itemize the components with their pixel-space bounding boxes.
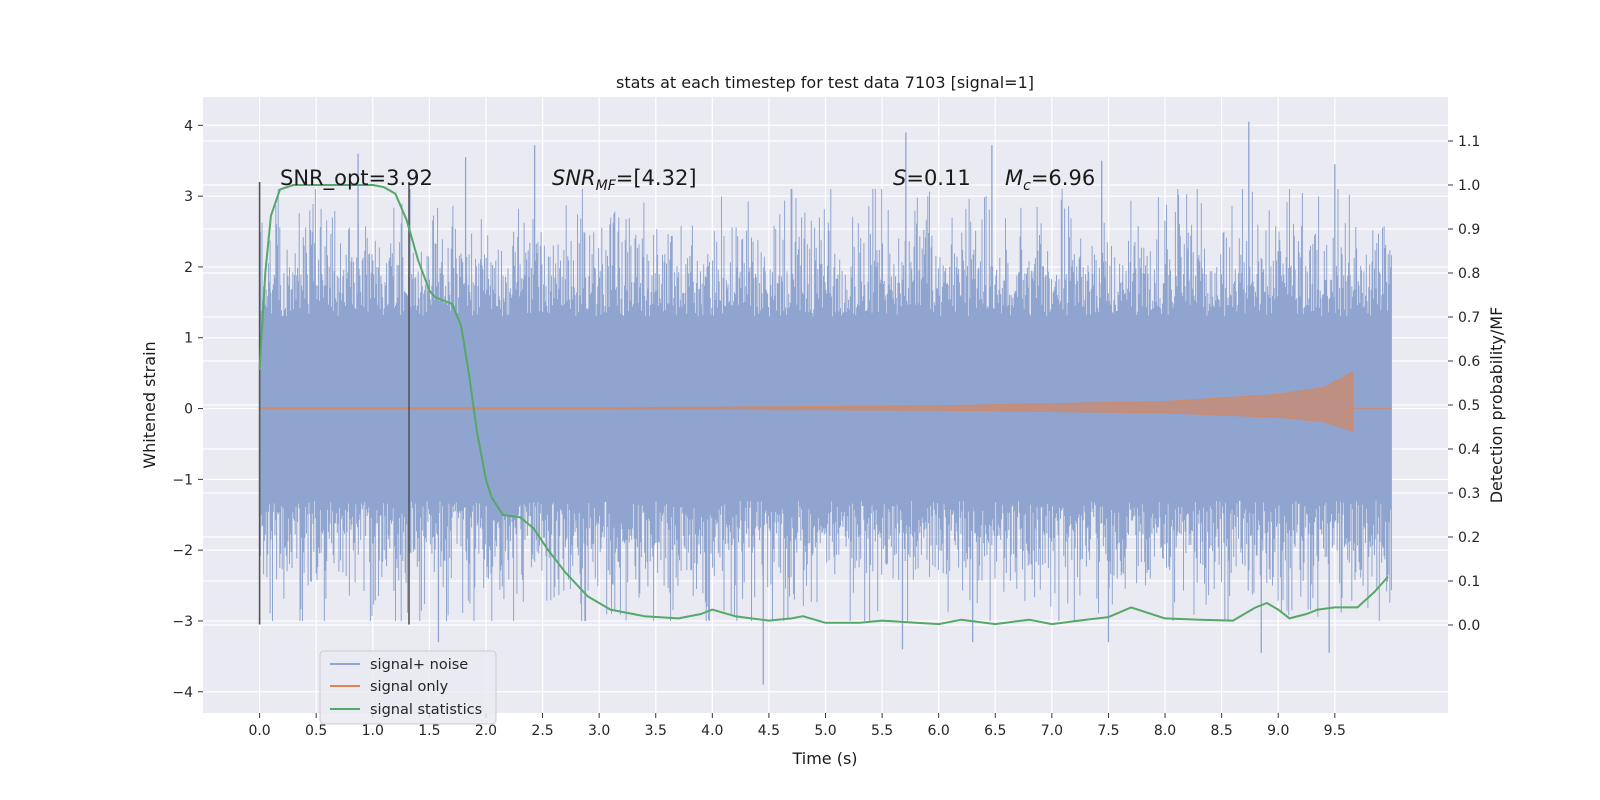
annotation-s: S=0.11	[893, 166, 971, 190]
x-tick-label: 0.0	[248, 723, 270, 739]
y-tick-label: 0	[184, 402, 193, 418]
x-tick-label: 3.0	[588, 723, 610, 739]
x-tick-label: 1.0	[362, 723, 384, 739]
x-tick-label: 1.5	[418, 723, 440, 739]
annotation-snr-mf: SNRMF=[4.32]	[552, 166, 697, 194]
y-ticks-right: 0.0 0.1 0.2 0.3 0.4 0.5 0.6 0.7 0.8 0.9 1.0 1.1	[1448, 134, 1480, 634]
x-tick-label: 0.5	[305, 723, 327, 739]
y-right-tick-label: 0.8	[1458, 266, 1480, 282]
chart-title: stats at each timestep for test data 710…	[616, 73, 1034, 92]
y-right-tick-label: 0.7	[1458, 310, 1480, 326]
y-right-tick-label: 0.1	[1458, 574, 1480, 590]
x-tick-label: 7.5	[1097, 723, 1119, 739]
x-tick-label: 9.0	[1267, 723, 1289, 739]
y-right-tick-label: 0.5	[1458, 398, 1480, 414]
y-right-tick-label: 0.6	[1458, 354, 1480, 370]
x-tick-label: 8.5	[1211, 723, 1233, 739]
x-tick-label: 9.5	[1324, 723, 1346, 739]
y-tick-label: 2	[184, 260, 193, 276]
x-ticks: 0.0 0.5 1.0 1.5 2.0 2.5 3.0 3.5 4.0 4.5 5.0 5.5 6.0 6…	[248, 713, 1346, 739]
y-axis-right-label: Detection probability/MF	[1487, 307, 1506, 504]
signal-series	[259, 370, 1392, 433]
y-ticks: −4 −3 −2 −1 0 1 2 3 4	[172, 118, 203, 701]
legend-box	[319, 650, 497, 725]
legend-label-stats: signal statistics	[370, 702, 482, 718]
legend-label-noise: signal+ noise	[370, 657, 468, 673]
stats-line	[258, 184, 1389, 626]
x-tick-label: 3.5	[645, 723, 667, 739]
x-axis-label: Time (s)	[791, 749, 857, 768]
x-tick-label: 8.0	[1154, 723, 1176, 739]
x-tick-label: 4.0	[701, 723, 723, 739]
y-right-tick-label: 0.0	[1458, 618, 1480, 634]
x-tick-label: 6.0	[928, 723, 950, 739]
y-tick-label: 3	[184, 189, 193, 205]
legend-label-signal: signal only	[370, 679, 449, 695]
y-tick-label: −1	[172, 472, 193, 488]
y-right-tick-label: 1.1	[1458, 134, 1480, 150]
legend: signal+ noise signal only signal statist…	[319, 650, 497, 725]
y-right-tick-label: 0.3	[1458, 486, 1480, 502]
y-tick-label: −3	[172, 614, 193, 630]
y-tick-label: −4	[172, 685, 193, 701]
annotation-mc: Mc=6.96	[1005, 166, 1095, 194]
y-tick-label: 1	[184, 331, 193, 347]
x-tick-label: 6.5	[984, 723, 1006, 739]
y-axis-label: Whitened strain	[140, 341, 159, 468]
signal-trace	[259, 370, 1354, 433]
x-tick-label: 7.0	[1041, 723, 1063, 739]
y-right-tick-label: 0.9	[1458, 222, 1480, 238]
x-tick-label: 4.5	[758, 723, 780, 739]
y-right-tick-label: 1.0	[1458, 178, 1480, 194]
stats-series	[258, 184, 1389, 626]
x-tick-label: 2.5	[531, 723, 553, 739]
y-right-tick-label: 0.2	[1458, 530, 1480, 546]
vertical-markers	[258, 181, 410, 625]
annotation-snr-opt: SNR_opt=3.92	[280, 166, 433, 191]
x-tick-label: 2.0	[475, 723, 497, 739]
y-right-tick-label: 0.4	[1458, 442, 1480, 458]
y-tick-label: −2	[172, 543, 193, 559]
x-tick-label: 5.0	[814, 723, 836, 739]
y-tick-label: 4	[184, 118, 193, 134]
x-tick-label: 5.5	[871, 723, 893, 739]
